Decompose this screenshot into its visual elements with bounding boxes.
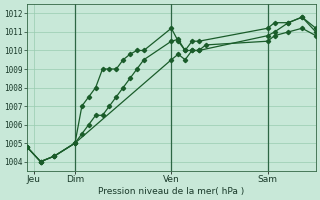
- X-axis label: Pression niveau de la mer( hPa ): Pression niveau de la mer( hPa ): [98, 187, 244, 196]
